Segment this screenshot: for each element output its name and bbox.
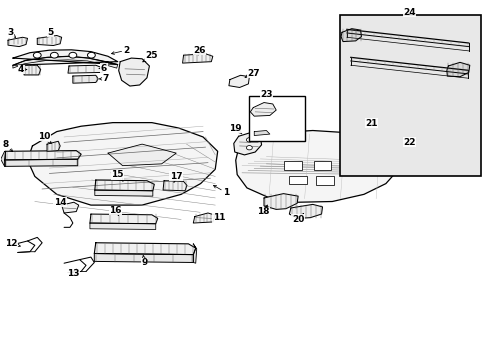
Polygon shape: [397, 145, 418, 157]
Polygon shape: [254, 131, 269, 135]
Text: 10: 10: [39, 132, 51, 144]
Text: 16: 16: [109, 206, 122, 216]
Polygon shape: [289, 204, 322, 219]
Polygon shape: [95, 180, 154, 191]
Circle shape: [246, 138, 252, 142]
Polygon shape: [264, 194, 298, 210]
Polygon shape: [119, 58, 149, 86]
Polygon shape: [163, 181, 186, 191]
Text: 11: 11: [212, 213, 225, 222]
Polygon shape: [8, 37, 27, 46]
Polygon shape: [37, 36, 61, 45]
Text: 2: 2: [111, 46, 129, 55]
Bar: [289, 176, 306, 184]
Bar: [313, 161, 330, 170]
Text: 8: 8: [2, 140, 13, 152]
Polygon shape: [4, 159, 78, 166]
Polygon shape: [90, 223, 156, 229]
Text: 20: 20: [291, 213, 304, 224]
Polygon shape: [13, 56, 118, 68]
Circle shape: [373, 128, 383, 135]
Text: 18: 18: [256, 205, 269, 216]
Polygon shape: [250, 103, 276, 116]
Text: 23: 23: [260, 90, 272, 99]
Polygon shape: [90, 214, 158, 224]
Text: 22: 22: [402, 138, 415, 147]
Polygon shape: [94, 243, 195, 255]
Text: 9: 9: [141, 256, 147, 267]
Text: 14: 14: [54, 198, 66, 207]
Polygon shape: [0, 151, 5, 166]
Polygon shape: [73, 75, 98, 83]
Bar: [284, 161, 302, 170]
Polygon shape: [228, 75, 249, 87]
Polygon shape: [366, 126, 390, 139]
Text: 27: 27: [244, 69, 259, 78]
Bar: [249, 96, 305, 140]
Text: 15: 15: [111, 170, 124, 181]
Polygon shape: [95, 190, 153, 196]
Text: 5: 5: [47, 28, 54, 37]
Polygon shape: [235, 131, 400, 202]
Polygon shape: [94, 253, 193, 262]
Text: 4: 4: [18, 65, 27, 74]
Circle shape: [246, 145, 252, 150]
Text: 12: 12: [5, 239, 20, 248]
Polygon shape: [13, 50, 118, 65]
Text: 1: 1: [213, 185, 228, 197]
Polygon shape: [193, 244, 196, 263]
Circle shape: [33, 52, 41, 58]
Text: 6: 6: [99, 64, 107, 73]
Polygon shape: [47, 141, 60, 151]
Bar: [316, 176, 333, 185]
Text: 25: 25: [142, 51, 158, 62]
Circle shape: [87, 52, 95, 58]
Circle shape: [50, 52, 58, 58]
Text: 17: 17: [169, 172, 182, 183]
Polygon shape: [27, 123, 217, 205]
Text: 13: 13: [66, 269, 79, 278]
Text: 21: 21: [364, 119, 377, 128]
Polygon shape: [108, 144, 176, 166]
Text: 19: 19: [229, 123, 242, 134]
Polygon shape: [182, 54, 212, 63]
Polygon shape: [68, 65, 103, 73]
Bar: [339, 15, 480, 176]
Polygon shape: [446, 62, 469, 77]
Polygon shape: [340, 29, 361, 41]
Polygon shape: [233, 133, 261, 155]
Text: 26: 26: [193, 46, 205, 55]
Polygon shape: [61, 202, 79, 213]
Polygon shape: [4, 150, 81, 160]
Circle shape: [69, 52, 77, 58]
Text: 24: 24: [402, 8, 415, 17]
Polygon shape: [193, 213, 215, 223]
Text: 7: 7: [99, 75, 108, 84]
Polygon shape: [24, 65, 41, 75]
Text: 3: 3: [7, 28, 16, 37]
